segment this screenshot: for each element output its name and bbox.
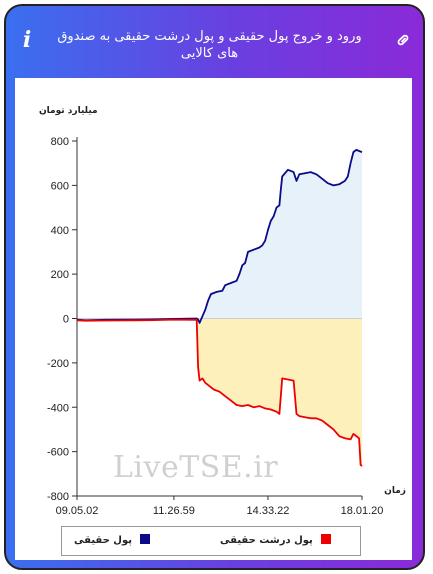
- legend-label: پول حقیقی: [74, 535, 132, 546]
- legend-swatch-big-real-money: [320, 534, 331, 544]
- legend-swatch-real-money: [139, 534, 150, 544]
- legend-item-big-real-money[interactable]: پول درشت حقیقی: [220, 534, 331, 548]
- series-area-1: [77, 318, 362, 466]
- x-tick-label: 18.01.20: [341, 505, 384, 517]
- y-tick-label: 800: [51, 136, 69, 148]
- series-line-0: [76, 149, 363, 324]
- chart-title: ورود و خروج پول حقیقی و پول درشت حقیقی ب…: [57, 29, 362, 61]
- y-tick-label: 0: [63, 314, 69, 326]
- legend-item-real-money[interactable]: پول حقیقی: [74, 534, 150, 548]
- card-header: i ورود و خروج پول حقیقی و پول درشت حقیقی…: [6, 6, 423, 76]
- y-tick-label: 600: [51, 180, 69, 192]
- y-tick-label: -200: [47, 358, 69, 370]
- chart-legend: پول حقیقی پول درشت حقیقی: [61, 526, 361, 556]
- link-icon[interactable]: [395, 32, 411, 48]
- legend-label: پول درشت حقیقی: [220, 535, 313, 546]
- area-chart: 800 600 400 200 0 -200 -400 -600 -800 09.05.02 11.…: [47, 136, 384, 517]
- y-tick-label: -800: [47, 491, 69, 503]
- y-tick-label: 200: [51, 269, 69, 281]
- series-line-1: [76, 318, 363, 467]
- x-tick-label: 11.26.59: [153, 505, 195, 517]
- x-axis-label: زمان: [384, 486, 406, 496]
- y-tick-label: -600: [47, 447, 69, 459]
- series-area-0: [77, 149, 362, 323]
- chart-card: i ورود و خروج پول حقیقی و پول درشت حقیقی…: [4, 4, 425, 570]
- info-icon[interactable]: i: [22, 27, 32, 53]
- chart-panel: 800 600 400 200 0 -200 -400 -600 -800 09.05.02 11.…: [15, 78, 412, 560]
- x-tick-label: 09.05.02: [56, 505, 99, 517]
- x-tick-label: 14.33.22: [247, 505, 290, 517]
- y-tick-label: -400: [47, 402, 69, 414]
- y-axis-label: میلیارد تومان: [39, 106, 98, 116]
- y-tick-label: 400: [51, 225, 69, 237]
